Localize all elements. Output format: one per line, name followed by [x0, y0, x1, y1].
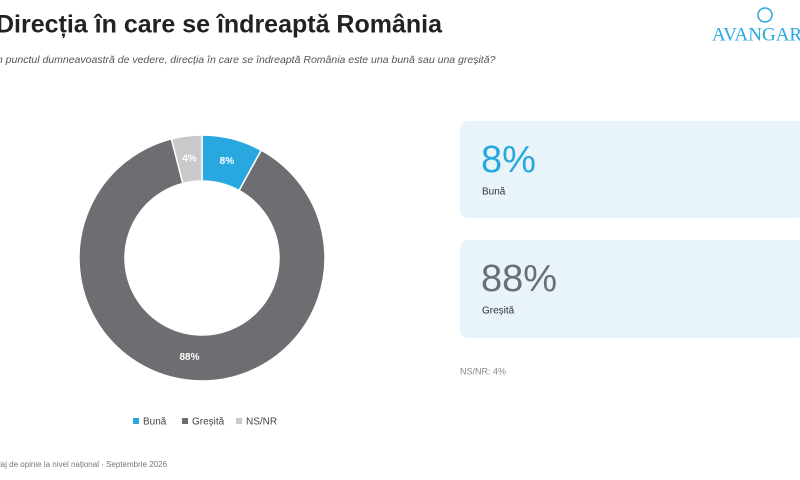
logo: AVANGARDE [712, 7, 800, 45]
stat-value: 8% [481, 139, 536, 181]
footer: Sondaj de opinie la nivel național · Sep… [0, 460, 168, 469]
data-label: 8% [220, 156, 235, 167]
donut-segment [170, 134, 203, 185]
stat-label: Greșită [482, 306, 515, 317]
stat-value: 88% [481, 258, 557, 300]
legend-swatch [236, 418, 242, 424]
logo-icon [757, 7, 773, 23]
stat-label: Bună [482, 187, 506, 198]
data-label: 88% [179, 352, 199, 363]
chart-subtitle: În punctul dumneavoastră de vedere, dire… [0, 53, 496, 66]
legend-label: Greșită [192, 417, 225, 428]
note: NS/NR: 4% [460, 366, 506, 376]
legend-swatch [182, 418, 188, 424]
data-label: 4% [182, 153, 197, 164]
legend-label: NS/NR [246, 417, 277, 428]
stat-card [460, 240, 800, 338]
legend-swatch [133, 418, 139, 424]
stat-card [460, 121, 800, 218]
donut-segment [78, 137, 326, 382]
logo-text: AVANGARDE [712, 24, 800, 45]
legend-label: Bună [143, 417, 167, 428]
chart-title: Direcția în care se îndreaptă România [0, 11, 443, 39]
